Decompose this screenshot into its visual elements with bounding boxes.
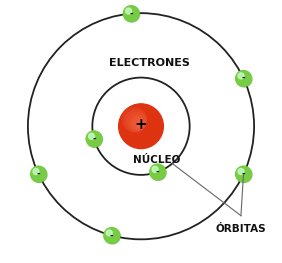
Text: -: - [92,135,96,144]
Circle shape [31,167,47,183]
Text: -: - [110,231,114,240]
Circle shape [139,124,142,127]
Text: ÓRBITAS: ÓRBITAS [216,224,266,234]
Circle shape [125,8,132,14]
Circle shape [134,119,143,129]
Circle shape [150,165,166,180]
Circle shape [122,108,147,132]
Circle shape [123,6,139,22]
Circle shape [33,169,39,175]
Circle shape [136,122,142,128]
Circle shape [132,117,144,129]
Circle shape [106,230,112,236]
Text: -: - [129,9,133,18]
Circle shape [235,166,251,182]
Circle shape [119,104,163,149]
Text: -: - [242,74,245,83]
Text: ELECTRONES: ELECTRONES [109,58,190,68]
Circle shape [236,71,252,87]
Text: NÚCLEO: NÚCLEO [133,155,180,165]
Text: -: - [156,168,159,177]
Circle shape [31,166,47,182]
Circle shape [86,131,102,147]
Circle shape [127,112,146,131]
Circle shape [236,167,252,183]
Text: +: + [135,117,147,133]
Circle shape [238,73,244,79]
Circle shape [150,164,166,180]
Circle shape [238,169,244,175]
Circle shape [104,228,120,244]
Circle shape [129,115,145,130]
Text: -: - [37,170,40,179]
Circle shape [152,166,158,173]
Circle shape [125,110,146,132]
Circle shape [89,133,94,139]
Circle shape [235,70,251,86]
Circle shape [104,227,120,243]
Text: -: - [242,170,245,179]
Circle shape [87,132,103,147]
Circle shape [124,6,140,22]
